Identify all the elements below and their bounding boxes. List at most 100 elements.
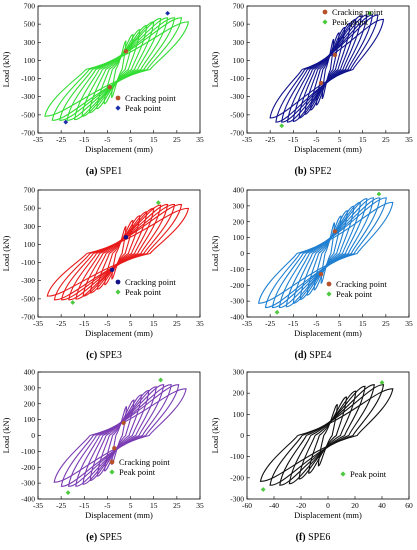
legend-entry: Cracking point bbox=[332, 7, 383, 17]
y-tick-label: 400 bbox=[233, 186, 245, 195]
hysteresis-loop-8 bbox=[271, 197, 381, 309]
x-tick-label: -60 bbox=[242, 501, 252, 510]
chart-svg: -35 -25 -15 -5 5 15 25 35 -700 -500 -300 -100 100 300… bbox=[1, 186, 204, 339]
panel-specimen-name: SPE2 bbox=[306, 166, 332, 177]
peak-point-marker bbox=[65, 490, 71, 496]
panel-specimen-name: SPE4 bbox=[306, 350, 332, 361]
y-tick-label: -300 bbox=[21, 276, 35, 285]
y-tick-label: 700 bbox=[24, 186, 36, 195]
hysteresis-curves bbox=[53, 384, 187, 487]
panel-letter: (d) bbox=[294, 350, 307, 361]
legend-entry: Peak point bbox=[350, 469, 387, 479]
x-tick-label: 25 bbox=[382, 135, 390, 144]
y-tick-label: 100 bbox=[233, 410, 245, 419]
panel-specimen-name: SPE3 bbox=[97, 350, 122, 361]
hysteresis-loop-2 bbox=[104, 399, 135, 472]
cracking-point-marker bbox=[123, 49, 129, 54]
legend-entry: Peak point bbox=[332, 17, 369, 27]
legend-marker-cracking bbox=[115, 95, 121, 101]
plot-frame bbox=[246, 189, 410, 318]
x-tick-label: -35 bbox=[242, 319, 252, 328]
chart-panel-spe2: -35 -25 -15 -5 5 15 25 35 -700 -500 -300 -100 100 300… bbox=[209, 0, 417, 182]
x-tick-label: -15 bbox=[79, 135, 89, 144]
legend-entry: Peak point bbox=[119, 467, 156, 477]
hysteresis-loop-6 bbox=[269, 384, 385, 486]
hysteresis-loop-6 bbox=[285, 198, 368, 308]
y-tick-label: 700 bbox=[24, 2, 36, 11]
x-tick-label: -35 bbox=[33, 501, 43, 510]
y-tick-label: 500 bbox=[24, 20, 36, 29]
y-tick-label: -700 bbox=[21, 313, 35, 322]
x-tick-label: -5 bbox=[104, 135, 110, 144]
hysteresis-loop-7 bbox=[68, 203, 169, 301]
x-axis-label: Displacement (mm) bbox=[85, 510, 153, 520]
y-tick-label: 300 bbox=[233, 368, 245, 377]
legend-entry: Peak point bbox=[125, 287, 162, 297]
panel-caption: (e) SPE5 bbox=[0, 532, 208, 543]
peak-point-marker bbox=[260, 487, 266, 492]
hysteresis-curves bbox=[44, 17, 190, 121]
peak-point-marker bbox=[63, 119, 69, 125]
y-tick-label: 0 bbox=[240, 431, 244, 440]
hysteresis-loop-7 bbox=[278, 197, 375, 309]
y-tick-label: 0 bbox=[31, 431, 35, 440]
chart-panel-spe1: -35 -25 -15 -5 5 15 25 35 -700 -500 -300 -100 100 300… bbox=[0, 0, 208, 182]
hysteresis-loop-1 bbox=[321, 38, 335, 100]
hysteresis-loop-7 bbox=[286, 14, 368, 123]
cracking-point-marker bbox=[332, 229, 338, 234]
x-tick-label: -35 bbox=[33, 135, 43, 144]
panel-caption: (f) SPE6 bbox=[209, 532, 417, 543]
x-axis-label: Displacement (mm) bbox=[294, 510, 362, 520]
hysteresis-loop-5 bbox=[82, 386, 157, 485]
hysteresis-loop-1 bbox=[111, 40, 127, 99]
peak-point-marker bbox=[158, 377, 164, 383]
x-tick-label: -5 bbox=[104, 501, 110, 510]
x-tick-label: 15 bbox=[359, 135, 367, 144]
y-tick-label: -100 bbox=[21, 74, 35, 83]
y-tick-label: -100 bbox=[21, 447, 35, 456]
x-tick-label: -25 bbox=[265, 135, 275, 144]
legend-entry: Cracking point bbox=[336, 279, 387, 289]
x-axis-label: Displacement (mm) bbox=[294, 144, 362, 154]
panel-letter: (a) bbox=[85, 166, 98, 177]
x-tick-label: -5 bbox=[313, 135, 319, 144]
x-tick-label: -35 bbox=[242, 135, 252, 144]
y-tick-label: -300 bbox=[230, 297, 244, 306]
y-tick-label: -500 bbox=[21, 110, 35, 119]
hysteresis-loop-1 bbox=[317, 404, 338, 467]
x-tick-label: 60 bbox=[405, 501, 413, 510]
hysteresis-loop-2 bbox=[308, 396, 348, 474]
y-tick-label: -100 bbox=[230, 452, 244, 461]
y-tick-label: -300 bbox=[21, 92, 35, 101]
cracking-point-marker bbox=[121, 420, 126, 425]
hysteresis-loop-3 bbox=[96, 394, 142, 477]
peak-point-marker bbox=[367, 10, 373, 16]
x-tick-label: 25 bbox=[173, 319, 181, 328]
hysteresis-loop-1 bbox=[111, 406, 128, 465]
chart-panel-spe3: -35 -25 -15 -5 5 15 25 35 -700 -500 -300 -100 100 300… bbox=[0, 184, 208, 366]
chart-panel-spe6: -60 -40 -20 0 20 40 60 -300 -200 -100 0 100 200 300 Di… bbox=[209, 366, 417, 548]
y-tick-label: -200 bbox=[230, 473, 244, 482]
legend-marker-peak bbox=[340, 471, 346, 477]
hysteresis-loop-9 bbox=[264, 197, 387, 309]
legend-entry: Cracking point bbox=[125, 277, 176, 287]
hysteresis-loop-6 bbox=[75, 384, 165, 487]
y-tick-label: 400 bbox=[24, 368, 36, 377]
y-tick-label: -200 bbox=[230, 281, 244, 290]
y-axis-label: Load (kN) bbox=[210, 236, 220, 272]
legend-marker-cracking bbox=[322, 9, 328, 15]
y-tick-label: -100 bbox=[230, 74, 244, 83]
hysteresis-loop-10 bbox=[269, 18, 385, 119]
hysteresis-loop-10 bbox=[257, 201, 394, 304]
legend-entry: Peak point bbox=[125, 103, 162, 113]
x-tick-label: -15 bbox=[79, 319, 89, 328]
hysteresis-loop-7 bbox=[66, 17, 169, 121]
peak-point-marker bbox=[274, 309, 280, 315]
hysteresis-loop-10 bbox=[46, 207, 190, 297]
chart-panel-spe5: -35 -25 -15 -5 5 15 25 35 -400 -300 -200 -100 0 100 20… bbox=[0, 366, 208, 548]
hysteresis-loop-6 bbox=[73, 17, 162, 121]
y-axis-label: Load (kN) bbox=[210, 52, 220, 88]
y-tick-label: -700 bbox=[230, 129, 244, 138]
y-tick-label: 300 bbox=[24, 383, 36, 392]
peak-point-marker bbox=[155, 200, 161, 206]
